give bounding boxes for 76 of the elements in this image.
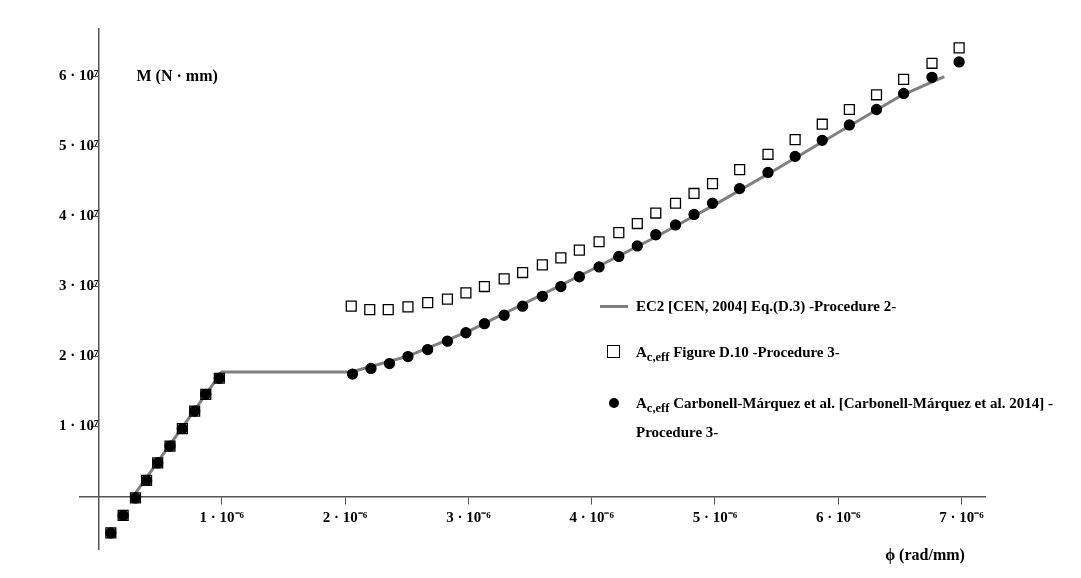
x-tick-label: 4 · 10⁻⁶ (569, 509, 615, 526)
point (555, 280, 567, 293)
point (762, 166, 774, 179)
x-tick-label: 1 · 10⁻⁶ (199, 509, 245, 526)
point (441, 335, 454, 347)
legend-label: A$_{c,eff}$ Figure D.10 -Procedure 3- (636, 343, 840, 366)
point (706, 178, 719, 190)
point (345, 300, 357, 312)
x-tick-label: 7 · 10⁻⁶ (939, 509, 985, 526)
point (870, 103, 883, 116)
point (688, 208, 700, 221)
y-tick-label: 2 · 10⁷ (58, 347, 99, 364)
point (383, 357, 396, 370)
point (953, 56, 965, 68)
legend-label: EC2 [CEN, 2004] Eq.(D.3) -Procedure 2- (636, 297, 897, 316)
point (573, 271, 585, 283)
x-axis-title: ϕ (rad/mm) (885, 546, 965, 565)
y-tick-label: 1 · 10⁷ (58, 417, 99, 434)
x-tick-label: 6 · 10⁻⁶ (816, 509, 862, 526)
y-tick-label: 6 · 10⁷ (58, 67, 99, 84)
point (898, 73, 910, 85)
point (441, 293, 454, 305)
point (382, 304, 394, 316)
point (734, 164, 746, 176)
point (706, 197, 719, 209)
point (402, 301, 414, 313)
point (460, 287, 472, 299)
point (517, 266, 529, 279)
point (613, 250, 625, 263)
point (650, 207, 662, 219)
y-tick-label: 5 · 10⁷ (58, 137, 99, 154)
point (953, 42, 965, 54)
point (762, 148, 774, 160)
point (555, 252, 567, 264)
point (402, 350, 414, 363)
y-axis-title: M (N · mm) (136, 66, 218, 85)
point (364, 304, 376, 316)
point (498, 309, 510, 321)
point (478, 280, 491, 293)
point (816, 134, 828, 146)
point (669, 219, 682, 231)
point (346, 368, 359, 380)
point (789, 150, 801, 163)
point (631, 240, 643, 252)
point (516, 300, 529, 312)
point (926, 71, 938, 83)
x-tick-label: 2 · 10⁻⁶ (322, 509, 368, 526)
legend-label: A$_{c,eff}$ Carbonell-Márquez et al. [Carbonell-Márquez et al. 2014] -Procedure 3- (636, 394, 1054, 442)
point (593, 261, 605, 273)
point (460, 327, 472, 339)
point (843, 119, 856, 131)
x-tick-label: 3 · 10⁻⁶ (446, 509, 492, 526)
point (669, 197, 682, 209)
point (422, 343, 434, 356)
point (733, 182, 746, 195)
point (365, 362, 377, 375)
point (870, 89, 883, 101)
y-tick-label: 3 · 10⁷ (58, 277, 99, 294)
point (688, 187, 700, 200)
point (593, 236, 605, 248)
point (926, 57, 938, 69)
x-tick-label: 5 · 10⁻⁶ (692, 509, 738, 526)
point (536, 259, 548, 271)
point (498, 273, 510, 285)
point (650, 229, 662, 241)
point (422, 297, 434, 309)
point (631, 217, 643, 230)
point (816, 118, 828, 130)
y-tick-label: 4 · 10⁷ (58, 207, 99, 224)
point (573, 244, 585, 256)
point (613, 227, 625, 239)
point (478, 317, 491, 330)
point (897, 87, 910, 100)
point (536, 290, 549, 302)
point (843, 103, 855, 116)
point (789, 133, 801, 146)
